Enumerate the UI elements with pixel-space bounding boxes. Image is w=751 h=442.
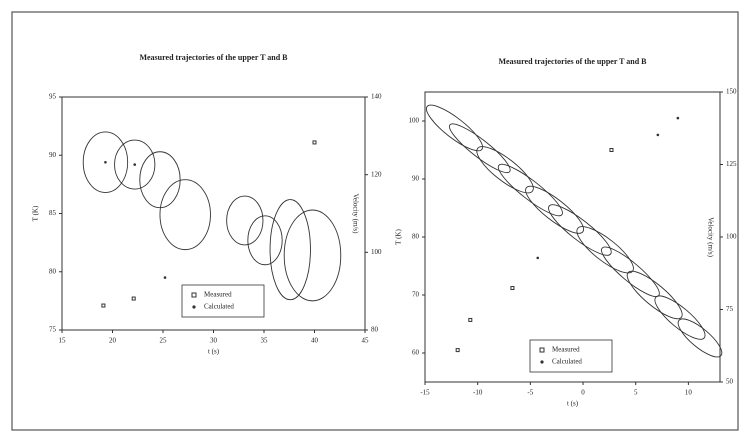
x-axis-label: t (s) xyxy=(208,348,220,356)
legend-label: Measured xyxy=(204,291,232,299)
x-tick-label: -15 xyxy=(420,389,430,397)
trajectory-ellipse xyxy=(247,215,283,266)
y2-tick-label: 125 xyxy=(726,160,737,168)
point xyxy=(312,140,317,145)
x-tick-label: 5 xyxy=(634,389,638,397)
y2-tick-label: 150 xyxy=(726,88,737,96)
point xyxy=(510,286,515,291)
x-tick-label: 10 xyxy=(685,389,693,397)
trajectory-ellipse xyxy=(448,123,511,174)
point xyxy=(101,303,106,308)
x-tick-label: 0 xyxy=(581,389,585,397)
y-tick-label: 85 xyxy=(49,209,57,217)
trajectory-ellipse xyxy=(677,318,723,358)
trajectory-ellipse xyxy=(476,146,534,194)
y2-tick-label: 100 xyxy=(726,233,737,241)
y2-axis-label: Velocity (m/s) xyxy=(706,217,714,258)
x-tick-label: 40 xyxy=(311,337,319,345)
y2-tick-label: 140 xyxy=(371,93,382,101)
point xyxy=(609,148,614,152)
y-axis-label: T (K) xyxy=(32,205,40,221)
point xyxy=(133,163,137,166)
x-tick-label: 45 xyxy=(362,337,370,345)
x-tick-label: 35 xyxy=(261,337,269,345)
trajectory-ellipse xyxy=(139,151,181,209)
y-tick-label: 95 xyxy=(49,93,57,101)
y-tick-label: 90 xyxy=(49,151,57,159)
y2-tick-label: 75 xyxy=(726,305,734,313)
trajectory-ellipse xyxy=(226,195,264,246)
y-tick-label: 60 xyxy=(412,349,420,357)
legend-label: Calculated xyxy=(204,303,234,311)
y2-tick-label: 80 xyxy=(371,326,379,334)
x-axis-label: t (s) xyxy=(567,400,579,408)
legend-label: Measured xyxy=(552,346,580,354)
x-tick-label: 20 xyxy=(109,337,117,345)
legend-marker xyxy=(540,360,544,364)
chart: Measured trajectories of the upper T and… xyxy=(395,57,737,408)
chart-title: Measured trajectories of the upper T and… xyxy=(139,53,288,62)
x-tick-label: 15 xyxy=(59,337,67,345)
point xyxy=(104,160,107,164)
y2-tick-label: 100 xyxy=(371,248,382,256)
y2-tick-label: 50 xyxy=(726,378,734,386)
trajectory-ellipse xyxy=(283,209,342,302)
point xyxy=(536,256,540,260)
trajectory-ellipse xyxy=(548,204,612,256)
legend-box xyxy=(181,284,265,318)
legend-marker xyxy=(539,347,545,353)
legend-label: Calculated xyxy=(552,358,582,366)
point xyxy=(455,348,460,353)
x-tick-label: -5 xyxy=(527,389,533,397)
point xyxy=(676,116,680,120)
trajectory-ellipse xyxy=(114,139,156,190)
trajectory-ellipse xyxy=(425,104,484,152)
trajectory-ellipse xyxy=(269,199,311,301)
trajectory-ellipse xyxy=(82,131,129,193)
x-tick-label: -10 xyxy=(473,389,483,397)
trajectory-ellipse xyxy=(159,179,211,251)
trajectory-ellipse xyxy=(654,295,706,340)
point xyxy=(468,317,473,322)
trajectory-ellipse xyxy=(626,270,683,320)
point xyxy=(131,296,136,301)
y-axis-label: T (K) xyxy=(395,229,403,245)
y-tick-label: 100 xyxy=(409,117,420,125)
legend-marker xyxy=(192,305,196,309)
y2-axis-label: Velocity (m/s) xyxy=(351,194,359,235)
x-tick-label: 25 xyxy=(160,337,168,345)
trajectory-ellipse xyxy=(525,185,584,234)
chart: Measured trajectories of the upper T and… xyxy=(32,53,382,356)
y-tick-label: 70 xyxy=(412,291,420,299)
y-tick-label: 80 xyxy=(412,233,420,241)
point xyxy=(163,276,167,279)
x-tick-label: 30 xyxy=(210,337,218,345)
chart-title: Measured trajectories of the upper T and… xyxy=(498,57,647,66)
y2-tick-label: 120 xyxy=(371,170,382,178)
figure-frame xyxy=(11,11,739,431)
point xyxy=(656,133,660,137)
y-tick-label: 75 xyxy=(49,326,57,334)
y-tick-label: 80 xyxy=(49,267,57,275)
trajectory-ellipse xyxy=(497,163,563,217)
legend-box xyxy=(529,339,613,373)
y-tick-label: 90 xyxy=(412,175,420,183)
legend-marker xyxy=(191,292,197,298)
